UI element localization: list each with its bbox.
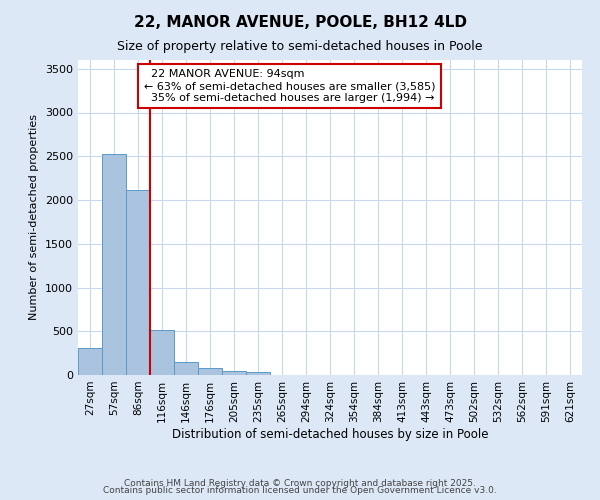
Bar	[126, 190, 150, 375]
X-axis label: Distribution of semi-detached houses by size in Poole: Distribution of semi-detached houses by …	[172, 428, 488, 440]
Text: Contains public sector information licensed under the Open Government Licence v3: Contains public sector information licen…	[103, 486, 497, 495]
Bar	[198, 368, 222, 375]
Text: Contains HM Land Registry data © Crown copyright and database right 2025.: Contains HM Land Registry data © Crown c…	[124, 478, 476, 488]
Bar	[102, 154, 126, 375]
Text: 22 MANOR AVENUE: 94sqm
← 63% of semi-detached houses are smaller (3,585)
  35% o: 22 MANOR AVENUE: 94sqm ← 63% of semi-det…	[143, 70, 435, 102]
Bar	[78, 348, 102, 375]
Y-axis label: Number of semi-detached properties: Number of semi-detached properties	[29, 114, 40, 320]
Text: 22, MANOR AVENUE, POOLE, BH12 4LD: 22, MANOR AVENUE, POOLE, BH12 4LD	[133, 15, 467, 30]
Bar	[246, 372, 270, 375]
Bar	[222, 370, 246, 375]
Text: Size of property relative to semi-detached houses in Poole: Size of property relative to semi-detach…	[117, 40, 483, 53]
Bar	[150, 330, 174, 375]
Bar	[174, 362, 198, 375]
